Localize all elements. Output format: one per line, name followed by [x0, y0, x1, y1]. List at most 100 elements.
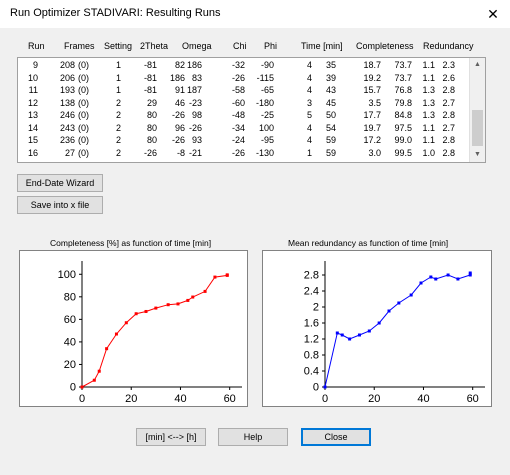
- col-header-time: Time [min]: [301, 41, 343, 51]
- table-cell: 2.8: [442, 135, 455, 145]
- table-cell: 59: [325, 147, 336, 158]
- data-point: [191, 295, 195, 299]
- table-row[interactable]: 14 243 (0) 2 80 96 -26 -34 100 4 54 19.7 97.5 1.1 2.7: [18, 123, 470, 135]
- table-cell: 13: [27, 110, 38, 120]
- table-cell: 80: [146, 122, 157, 133]
- x-tick-label: 20: [125, 393, 137, 405]
- table-row[interactable]: 9 208 (0) 1 -81 82 186 -32 -90 4 35 18.7 73.7 1.1 2.3: [18, 60, 470, 72]
- table-cell: 208: [59, 60, 75, 70]
- table-cell: 11: [28, 85, 38, 95]
- table-cell: 99.0: [394, 135, 412, 145]
- x-tick-label: 40: [417, 393, 429, 405]
- close-icon[interactable]: ✕: [487, 6, 499, 22]
- help-button[interactable]: Help: [218, 428, 288, 446]
- table-row[interactable]: 16 27 (0) 2 -26 -8 -21 -26 -130 1 59 3.0 99.5 1.0 2.8: [18, 148, 470, 160]
- table-cell: -26: [171, 135, 185, 145]
- table-cell: 1: [116, 72, 122, 83]
- table-cell: 1.3: [422, 97, 435, 108]
- save-into-x-file-button[interactable]: Save into x file: [17, 196, 103, 214]
- table-cell: 15: [27, 135, 38, 145]
- table-cell: 1.1: [422, 72, 435, 83]
- runs-list[interactable]: ▲ ▼ 9 208 (0) 1 -81 82 186 -32 -90 4 35 18.7 73.7 1.1…: [17, 57, 486, 163]
- data-point: [446, 273, 450, 277]
- table-cell: 98: [191, 110, 202, 120]
- table-cell: 14: [27, 122, 38, 133]
- table-cell: 91: [174, 85, 185, 95]
- table-cell: (0): [78, 72, 89, 83]
- table-cell: -81: [143, 85, 157, 95]
- table-cell: (0): [78, 135, 89, 145]
- table-cell: 46: [174, 97, 185, 108]
- table-cell: 246: [59, 110, 75, 120]
- y-tick-label: 60: [64, 314, 76, 326]
- table-cell: -48: [231, 110, 245, 120]
- table-cell: 1.3: [422, 85, 435, 95]
- table-cell: -115: [256, 72, 274, 83]
- table-cell: 3: [306, 97, 312, 108]
- data-point: [456, 277, 460, 281]
- table-cell: 2.8: [442, 110, 455, 120]
- table-cell: 186: [186, 60, 202, 70]
- data-point: [409, 293, 413, 297]
- y-tick-label: 0.8: [304, 350, 319, 362]
- window-title: Run Optimizer STADIVARI: Resulting Runs: [10, 7, 221, 19]
- table-cell: -26: [171, 110, 185, 120]
- table-cell: -26: [188, 122, 202, 133]
- close-button[interactable]: Close: [301, 428, 371, 446]
- table-cell: -81: [143, 60, 157, 70]
- data-point: [397, 301, 401, 305]
- redundancy-chart-title: Mean redundancy as function of time [min…: [288, 238, 449, 248]
- table-cell: 10: [27, 72, 38, 83]
- table-cell: 39: [325, 72, 336, 83]
- data-point: [429, 275, 433, 279]
- table-row[interactable]: 11 193 (0) 1 -81 91 187 -58 -65 4 43 15.7 76.8 1.3 2.8: [18, 85, 470, 97]
- table-cell: 76.8: [394, 85, 412, 95]
- table-row[interactable]: 12 138 (0) 2 29 46 -23 -60 -180 3 45 3.5 79.8 1.3 2.7: [18, 98, 470, 110]
- table-cell: -26: [231, 147, 245, 158]
- table-cell: 96: [174, 122, 185, 133]
- col-header-completeness: Completeness: [356, 41, 414, 51]
- table-cell: (0): [78, 85, 89, 95]
- table-cell: 99.5: [394, 147, 412, 158]
- scroll-up-arrow-icon[interactable]: ▲: [474, 61, 481, 68]
- table-cell: -8: [176, 147, 185, 158]
- x-tick-label: 0: [79, 393, 85, 405]
- col-header-run: Run: [28, 41, 45, 51]
- table-cell: 59: [325, 135, 336, 145]
- completeness-chart-panel: 0 20 40 60 80 100 0 20 40 60: [19, 250, 248, 407]
- table-cell: (0): [78, 122, 89, 133]
- y-tick-label: 0: [313, 382, 319, 394]
- scroll-thumb[interactable]: [472, 110, 483, 146]
- table-cell: 1: [116, 85, 122, 95]
- table-cell: 19.7: [363, 122, 381, 133]
- table-cell: -130: [255, 147, 274, 158]
- table-cell: 2.8: [442, 85, 455, 95]
- table-cell: 2.7: [442, 97, 455, 108]
- data-point: [114, 332, 118, 336]
- data-point: [213, 275, 217, 279]
- scroll-down-arrow-icon[interactable]: ▼: [474, 151, 481, 158]
- table-row[interactable]: 15 236 (0) 2 80 -26 93 -24 -95 4 59 17.2 99.0 1.1 2.8: [18, 135, 470, 147]
- table-cell: 100: [258, 122, 274, 133]
- table-cell: 54: [325, 122, 336, 133]
- table-cell: (0): [78, 60, 89, 70]
- table-cell: 73.7: [394, 72, 412, 83]
- table-cell: (0): [78, 147, 89, 158]
- table-cell: 73.7: [394, 60, 412, 70]
- min-h-toggle-button[interactable]: [min] <--> [h]: [136, 428, 206, 446]
- data-point: [166, 303, 170, 307]
- y-tick-label: 2: [313, 302, 319, 314]
- table-cell: -180: [255, 97, 274, 108]
- table-row[interactable]: 13 246 (0) 2 80 -26 98 -48 -25 5 50 17.7 84.8 1.3 2.8: [18, 110, 470, 122]
- table-cell: -23: [188, 97, 202, 108]
- table-cell: 9: [32, 60, 38, 70]
- table-cell: 4: [306, 72, 312, 83]
- table-cell: 83: [191, 72, 202, 83]
- col-header-frames: Frames: [64, 41, 95, 51]
- table-cell: 43: [325, 85, 336, 95]
- table-row[interactable]: 10 206 (0) 1 -81 186 83 -26 -115 4 39 19.2 73.7 1.1 2.…: [18, 73, 470, 85]
- table-cell: 16: [27, 147, 38, 158]
- table-cell: -60: [231, 97, 245, 108]
- vertical-scrollbar[interactable]: ▲ ▼: [469, 58, 485, 162]
- end-date-wizard-button[interactable]: End-Date Wizard: [17, 174, 103, 192]
